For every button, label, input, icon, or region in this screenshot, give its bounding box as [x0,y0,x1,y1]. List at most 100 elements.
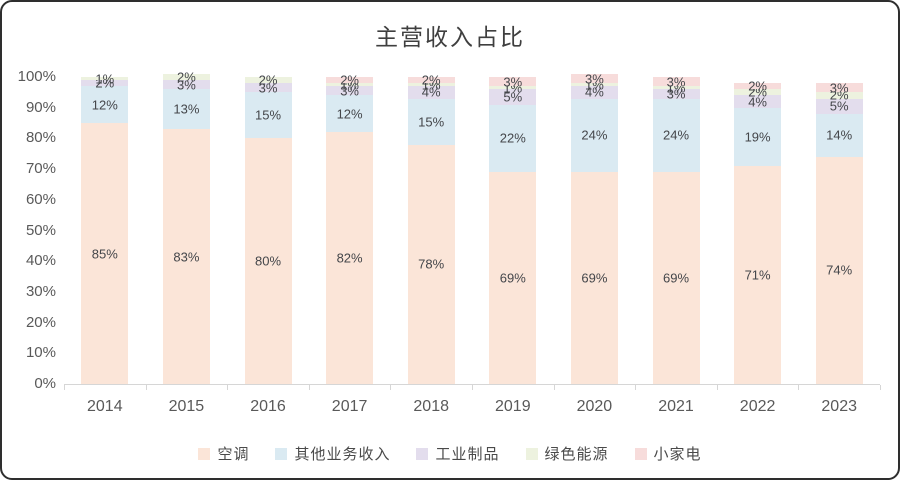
segment-小家电 [734,83,782,90]
segment-小家电 [815,83,863,93]
segment-其他业务收入 [489,104,537,173]
x-tick-label: 2014 [87,398,123,415]
segment-其他业务收入 [734,107,782,167]
segment-绿色能源 [489,86,537,90]
stacked-bar-2023: 74% 14% 5% 2% 3% [815,77,863,384]
x-tick-label: 2019 [495,398,531,415]
segment-绿色能源 [734,89,782,96]
legend-swatch-icon [275,447,288,460]
segment-绿色能源 [570,83,618,87]
segment-空调 [407,144,455,384]
segment-其他业务收入 [162,89,210,130]
segment-其他业务收入 [326,95,374,133]
segment-绿色能源 [407,83,455,87]
segment-空调 [815,156,863,384]
segment-空调 [81,123,129,384]
legend-label: 工业制品 [435,446,500,463]
stacked-bar-2014: 85% 12% 2% 1% [81,71,129,384]
x-tick-mark [716,385,718,390]
plot-area: 85% 12% 2% 1% 83% 13% 3% 2% 80% 15% 3% 2% 82% 12% 3% 1%… [64,70,880,385]
segment-绿色能源 [815,92,863,99]
segment-工业制品 [162,80,210,90]
x-tick-label: 2021 [658,398,694,415]
y-tick-label: 90% [25,98,56,116]
segment-其他业务收入 [815,113,863,157]
legend-swatch-icon [634,447,647,460]
legend-item-绿色能源: 绿色能源 [525,443,609,464]
legend-label: 小家电 [653,446,702,463]
x-tick-mark [227,385,229,390]
stacked-bar-2017: 82% 12% 3% 1% 2% [326,73,374,384]
segment-工业制品 [326,86,374,96]
legend-swatch-icon [198,447,211,460]
x-tick-mark [145,385,147,390]
x-tick-mark [472,385,473,390]
segment-其他业务收入 [407,98,455,145]
stacked-bar-2015: 83% 13% 3% 2% [162,70,210,384]
y-tick-label: 30% [25,282,56,300]
legend: 空调 其他业务收入 工业制品 绿色能源 小家电 [2,443,898,464]
segment-绿色能源 [652,86,700,90]
stacked-bar-2019: 69% 22% 5% 1% 3% [489,74,537,384]
y-tick-label: 10% [25,344,56,362]
segment-其他业务收入 [244,92,292,139]
segment-工业制品 [81,80,129,87]
x-tick-label: 2018 [413,398,449,415]
x-tick-mark [880,385,881,390]
segment-工业制品 [734,95,782,108]
segment-小家电 [570,73,618,84]
segment-空调 [570,172,618,384]
segment-工业制品 [489,89,537,105]
segment-小家电 [652,77,700,87]
x-tick-label: 2015 [168,398,205,415]
y-tick-label: 100% [17,68,56,85]
segment-空调 [734,166,782,384]
segment-小家电 [489,77,537,87]
segment-小家电 [326,77,374,84]
stacked-bar-2020: 69% 24% 4% 1% 3% [570,71,618,384]
segment-其他业务收入 [570,98,618,173]
stacked-bar-2016: 80% 15% 3% 2% [244,73,292,384]
stacked-bar-2021: 69% 24% 3% 1% 3% [652,74,700,384]
x-tick-label: 2017 [331,398,368,415]
x-tick-mark [635,385,637,390]
y-tick-label: 70% [25,160,56,178]
segment-绿色能源 [326,83,374,87]
y-tick-label: 40% [25,252,56,270]
segment-绿色能源 [162,73,210,81]
x-tick-mark [553,385,555,390]
segment-空调 [162,129,210,384]
x-tick-mark [390,385,392,390]
legend-swatch-icon [416,447,429,460]
stacked-bar-2022: 71% 19% 4% 2% 2% [734,77,782,384]
segment-工业制品 [407,86,455,99]
segment-绿色能源 [81,77,129,81]
segment-空调 [652,172,700,384]
x-tick-label: 2016 [250,398,286,415]
segment-工业制品 [570,86,618,99]
x-tick-label: 2023 [821,398,857,415]
segment-小家电 [407,77,455,84]
legend-label: 绿色能源 [544,446,609,463]
chart-title: 主营收入占比 [375,25,525,50]
x-tick-mark [798,385,800,390]
x-tick-mark [64,385,65,390]
y-tick-label: 20% [25,313,56,331]
legend-label: 其他业务收入 [294,446,391,463]
legend-item-其他业务收入: 其他业务收入 [275,443,390,464]
stacked-bar-2018: 78% 15% 4% 1% 2% [407,73,455,384]
segment-空调 [326,132,374,384]
segment-绿色能源 [244,77,292,84]
legend-item-工业制品: 工业制品 [416,443,499,464]
y-tick-label: 50% [25,221,56,239]
y-tick-label: 80% [25,129,56,147]
segment-空调 [489,172,537,384]
x-tick-label: 2022 [739,398,776,415]
x-tick-label: 2020 [576,398,613,415]
segment-工业制品 [244,83,292,93]
segment-空调 [244,138,292,384]
segment-其他业务收入 [81,86,129,124]
segment-其他业务收入 [652,98,700,173]
y-tick-label: 0% [34,375,56,392]
